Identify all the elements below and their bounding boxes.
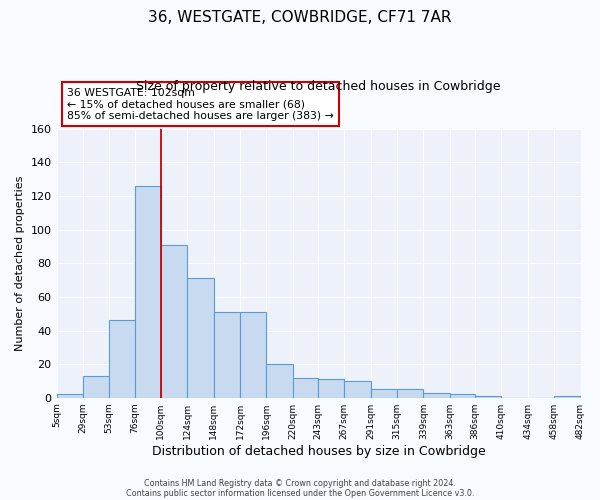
Bar [187,278,214,398]
Bar [214,312,240,398]
Bar [240,312,266,398]
Bar [554,396,581,398]
Text: Contains public sector information licensed under the Open Government Licence v3: Contains public sector information licen… [126,488,474,498]
Bar [161,245,187,398]
Bar [318,379,344,398]
Bar [266,364,293,398]
Y-axis label: Number of detached properties: Number of detached properties [15,176,25,351]
Text: Contains HM Land Registry data © Crown copyright and database right 2024.: Contains HM Land Registry data © Crown c… [144,478,456,488]
Bar [397,390,424,398]
Text: 36 WESTGATE: 102sqm
← 15% of detached houses are smaller (68)
85% of semi-detach: 36 WESTGATE: 102sqm ← 15% of detached ho… [67,88,334,121]
Title: Size of property relative to detached houses in Cowbridge: Size of property relative to detached ho… [136,80,501,93]
Bar [450,394,475,398]
Bar [83,376,109,398]
Bar [109,320,134,398]
Bar [56,394,83,398]
Text: 36, WESTGATE, COWBRIDGE, CF71 7AR: 36, WESTGATE, COWBRIDGE, CF71 7AR [148,10,452,25]
Bar [134,186,161,398]
Bar [293,378,318,398]
X-axis label: Distribution of detached houses by size in Cowbridge: Distribution of detached houses by size … [152,444,485,458]
Bar [371,390,397,398]
Bar [424,392,450,398]
Bar [344,381,371,398]
Bar [475,396,502,398]
